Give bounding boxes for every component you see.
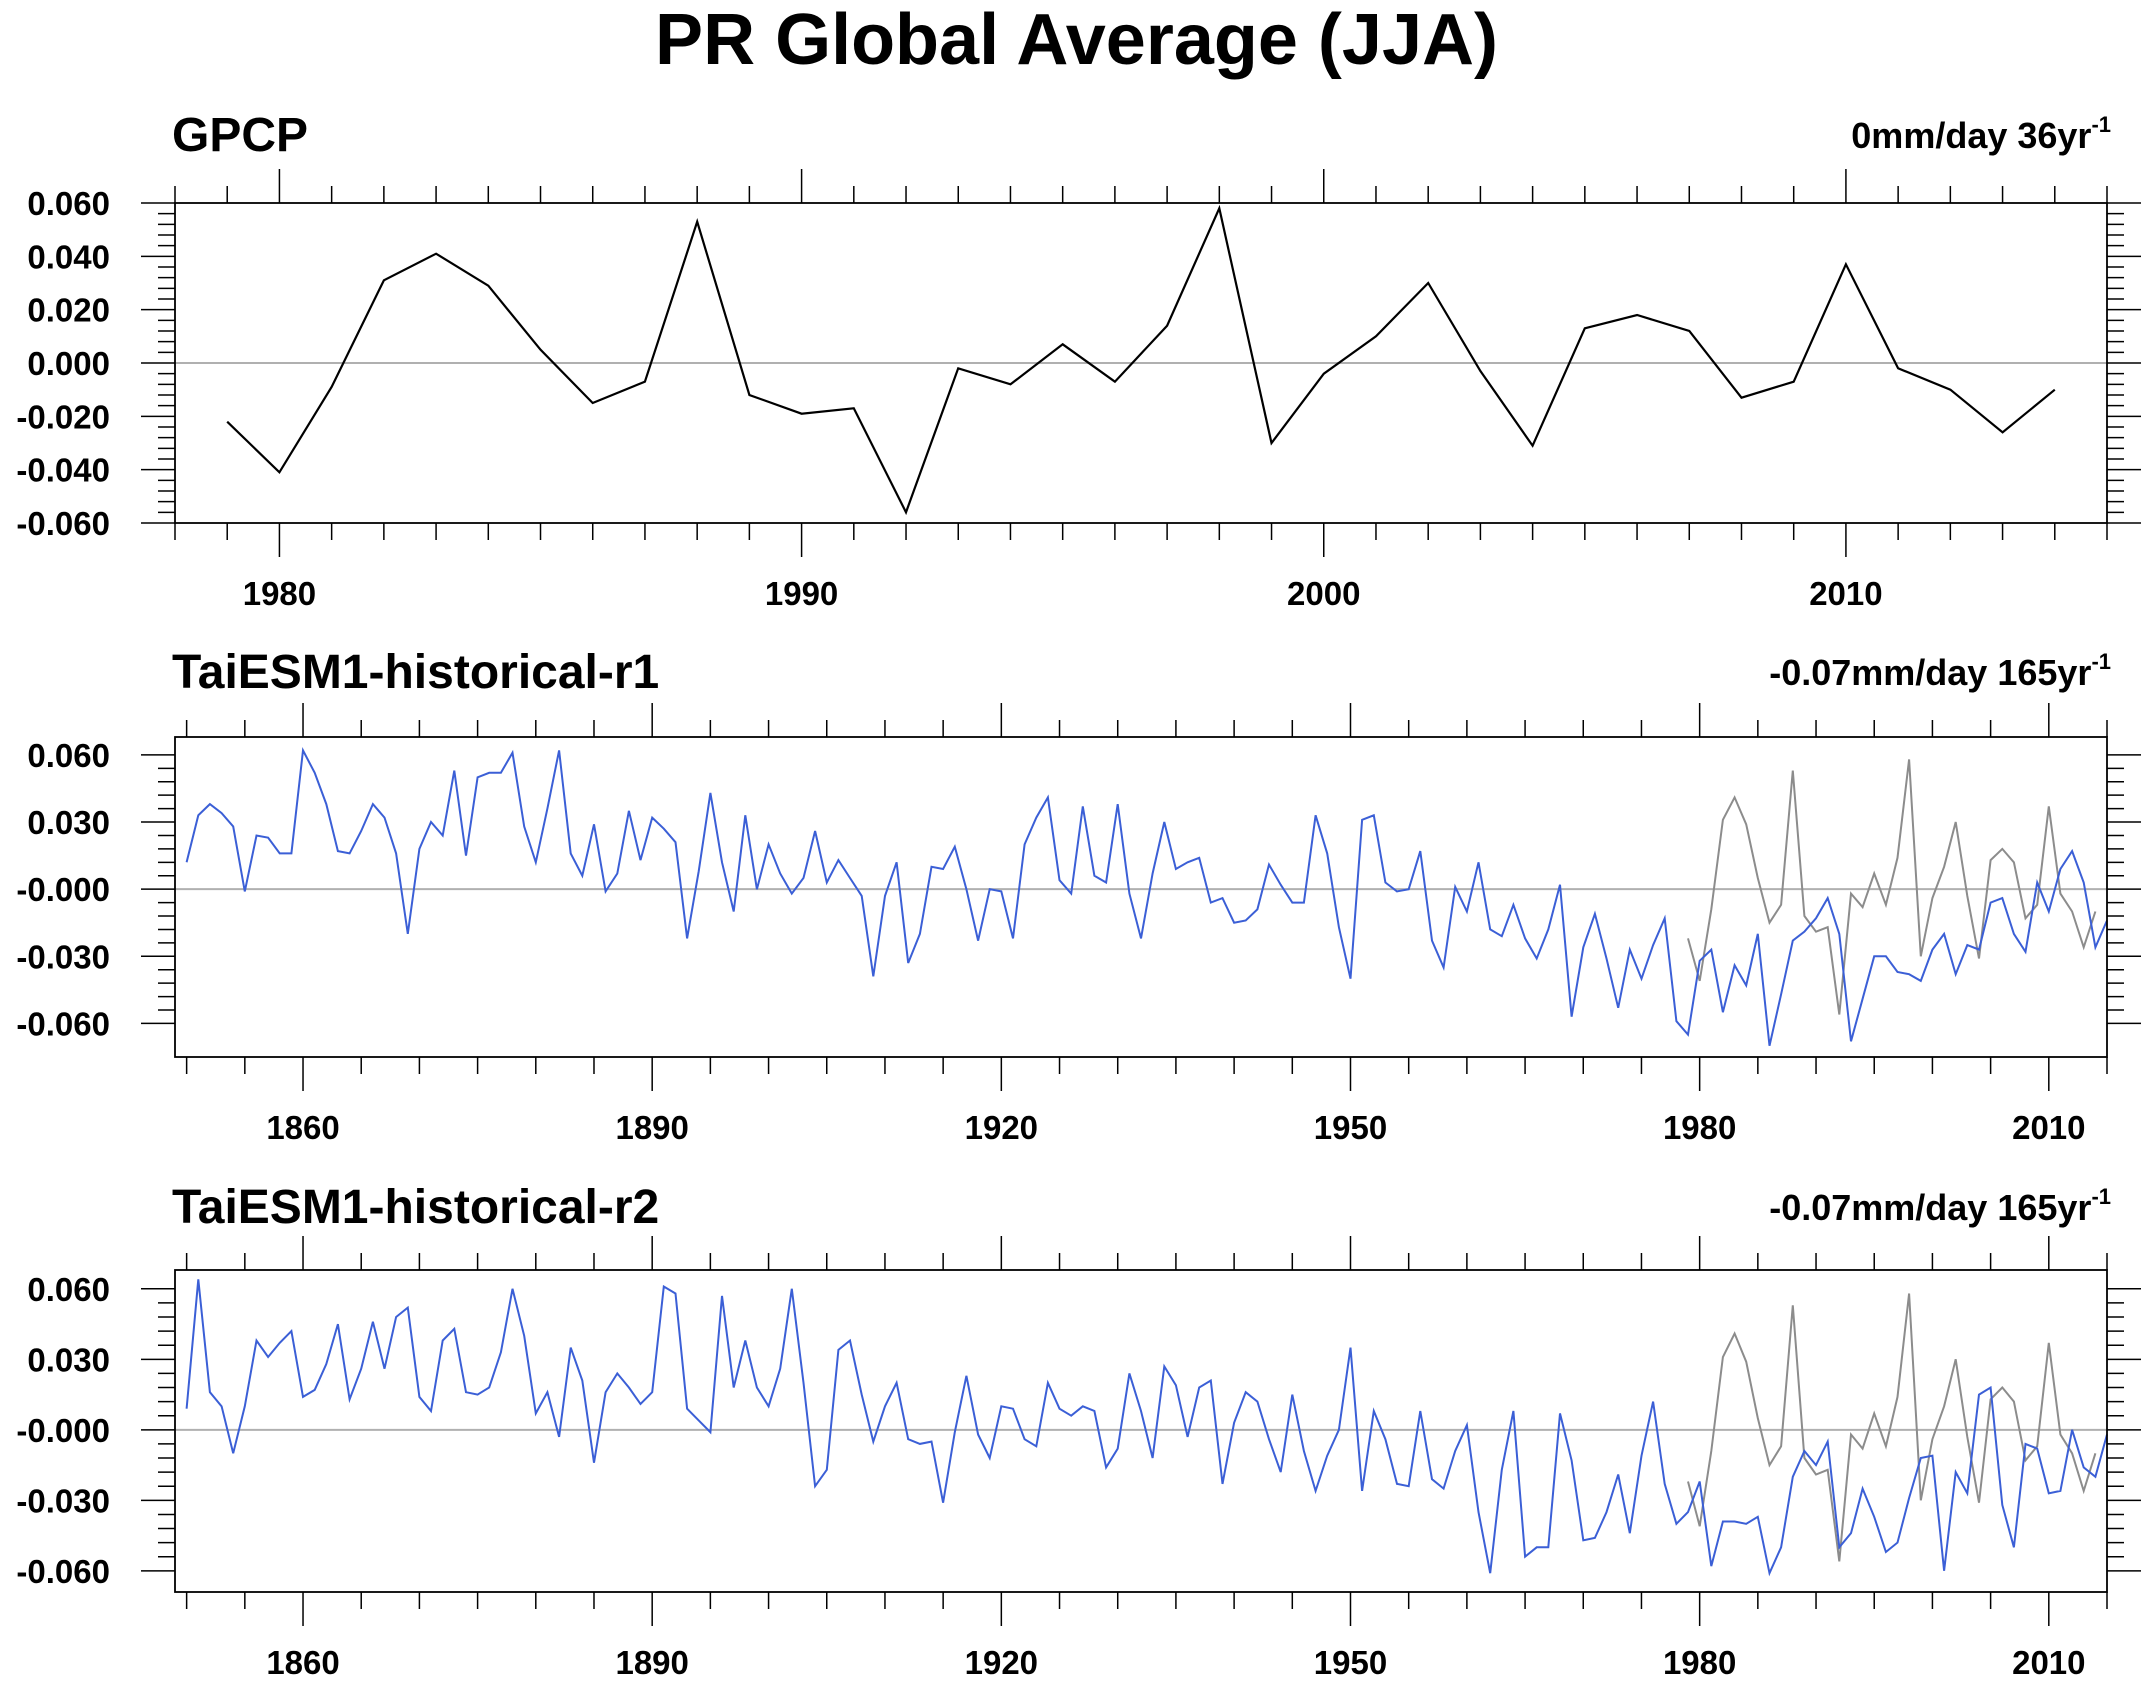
y-tick-label: 0.040 xyxy=(27,238,110,275)
x-tick-label: 1990 xyxy=(765,575,838,612)
x-tick-label: 1950 xyxy=(1314,1644,1387,1681)
series-line-obs_overlay xyxy=(1687,759,2097,1015)
panel-trend-gpcp: 0mm/day 36yr-1 xyxy=(1851,112,2111,157)
y-tick-label: -0.060 xyxy=(16,505,110,542)
y-tick-label: 0.060 xyxy=(27,185,110,222)
series-line-model xyxy=(185,747,2108,1047)
y-tick-label: -0.020 xyxy=(16,398,110,435)
panel-title-gpcp: GPCP xyxy=(172,109,309,162)
y-tick-label: -0.000 xyxy=(16,871,110,908)
trend-sup: -1 xyxy=(2091,649,2111,674)
series-line-obs xyxy=(226,204,2056,516)
x-tick-label: 2010 xyxy=(2012,1109,2085,1146)
x-tick-label: 1890 xyxy=(615,1644,688,1681)
x-tick-label: 2000 xyxy=(1287,575,1360,612)
trend-text: -0.07mm/day 165yr xyxy=(1769,652,2092,693)
chart-title: PR Global Average (JJA) xyxy=(655,0,1498,80)
x-tick-label: 1950 xyxy=(1314,1109,1387,1146)
y-tick-label: 0.030 xyxy=(27,804,110,841)
y-tick-label: -0.030 xyxy=(16,938,110,975)
x-tick-label: 1860 xyxy=(266,1644,339,1681)
trend-sup: -1 xyxy=(2091,112,2111,137)
y-tick-label: 0.000 xyxy=(27,345,110,382)
x-tick-label: 1860 xyxy=(266,1109,339,1146)
plot-frame xyxy=(174,1269,2108,1593)
y-tick-label: -0.060 xyxy=(16,1553,110,1590)
y-tick-label: -0.000 xyxy=(16,1412,110,1449)
panel-title-r2: TaiESM1-historical-r2 xyxy=(172,1181,660,1234)
x-tick-label: 1920 xyxy=(965,1644,1038,1681)
x-tick-label: 1920 xyxy=(965,1109,1038,1146)
series-line-obs_overlay xyxy=(1687,1293,2097,1562)
x-tick-label: 1980 xyxy=(1663,1644,1736,1681)
y-tick-label: -0.060 xyxy=(16,1005,110,1042)
trend-text: -0.07mm/day 165yr xyxy=(1769,1187,2092,1228)
series-line-model xyxy=(185,1279,2108,1577)
y-tick-label: 0.020 xyxy=(27,292,110,329)
trend-sup: -1 xyxy=(2091,1184,2111,1209)
panel-title-r1: TaiESM1-historical-r1 xyxy=(172,646,660,699)
x-tick-label: 1980 xyxy=(1663,1109,1736,1146)
panel-trend-r1: -0.07mm/day 165yr-1 xyxy=(1769,649,2111,694)
panel-trend-r2: -0.07mm/day 165yr-1 xyxy=(1769,1184,2111,1229)
y-tick-label: 0.060 xyxy=(27,737,110,774)
x-tick-label: 1980 xyxy=(243,575,316,612)
y-tick-label: 0.030 xyxy=(27,1341,110,1378)
y-tick-label: -0.030 xyxy=(16,1482,110,1519)
y-tick-label: -0.040 xyxy=(16,452,110,489)
trend-text: 0mm/day 36yr xyxy=(1851,115,2092,156)
y-tick-label: 0.060 xyxy=(27,1271,110,1308)
plot-frame xyxy=(174,202,2108,524)
plot-frame xyxy=(174,736,2108,1058)
x-tick-label: 2010 xyxy=(1809,575,1882,612)
x-tick-label: 2010 xyxy=(2012,1644,2085,1681)
x-tick-label: 1890 xyxy=(615,1109,688,1146)
